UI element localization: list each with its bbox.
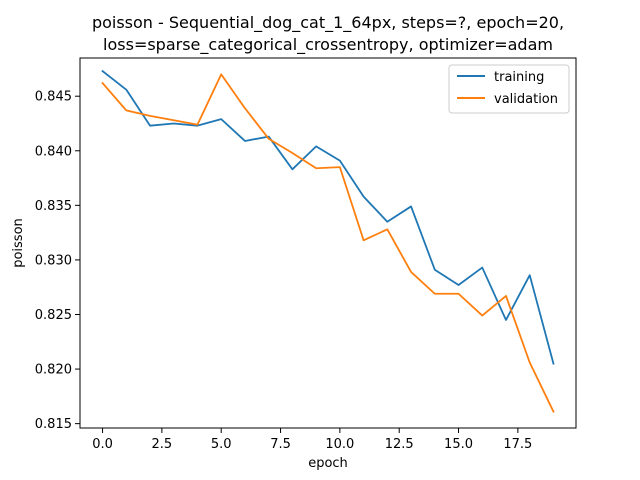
legend-label-validation: validation	[494, 92, 558, 107]
plot-frame	[79, 57, 577, 429]
x-tick-label: 12.5	[385, 437, 414, 452]
x-tick-label: 2.5	[152, 437, 173, 452]
legend-label-training: training	[494, 70, 544, 85]
legend: training validation	[448, 64, 570, 114]
y-axis: 0.815 0.820 0.825 0.830 0.835 0.840 0.845	[35, 90, 80, 432]
y-axis-label: poisson	[11, 218, 26, 268]
y-tick-label: 0.820	[35, 363, 72, 378]
x-tick-label: 17.5	[503, 437, 532, 452]
x-tick-label: 7.5	[270, 437, 291, 452]
chart-title-line-1: poisson - Sequential_dog_cat_1_64px, ste…	[92, 13, 564, 33]
y-tick-label: 0.815	[35, 417, 72, 432]
x-axis: 0.0 2.5 5.0 7.5 10.0 12.5 15.0 17.5	[92, 428, 532, 452]
series-line-validation	[101, 73, 555, 413]
x-tick-label: 0.0	[92, 437, 113, 452]
x-tick-label: 5.0	[211, 437, 232, 452]
y-tick-label: 0.845	[35, 90, 72, 105]
y-tick-label: 0.840	[35, 144, 72, 159]
x-tick-label: 10.0	[325, 437, 354, 452]
y-tick-label: 0.835	[35, 199, 72, 214]
x-tick-label: 15.0	[444, 437, 473, 452]
x-axis-label: epoch	[308, 456, 348, 471]
y-tick-label: 0.825	[35, 308, 72, 323]
series-layer	[101, 69, 555, 413]
chart-title-line-2: loss=sparse_categorical_crossentropy, op…	[103, 35, 553, 55]
series-line-training	[101, 69, 555, 365]
y-tick-label: 0.830	[35, 253, 72, 268]
